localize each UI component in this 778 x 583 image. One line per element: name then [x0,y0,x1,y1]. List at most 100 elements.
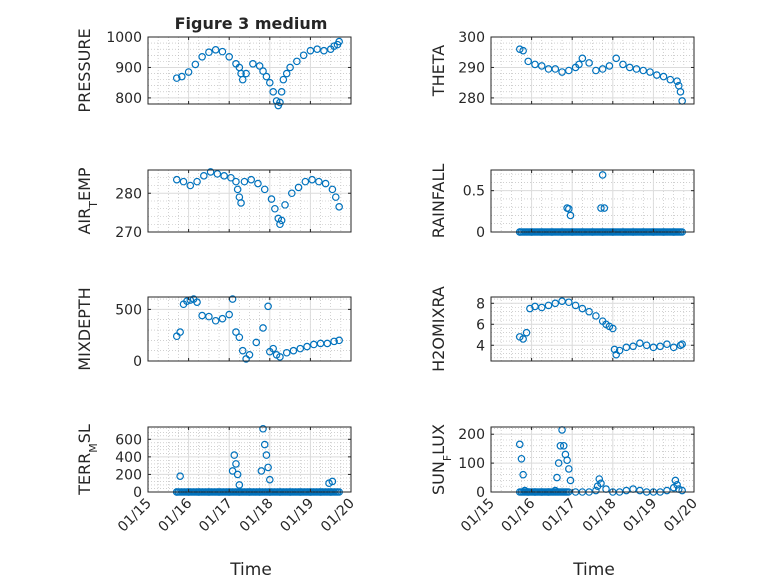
y-tick-label: 280 [458,91,485,107]
data-point [235,481,244,489]
data-point [678,340,686,349]
data-point [566,211,575,220]
data-point [237,199,245,207]
data-point [320,46,328,55]
data-point [205,312,213,321]
data-point [652,71,661,79]
data-point [265,475,274,484]
data-point [531,60,539,69]
data-point [608,324,617,333]
y-tick-label: 200 [115,467,142,483]
x-tick-label: 01/19 [620,496,660,536]
y-tick-label: 900 [115,60,142,76]
data-point [544,301,553,310]
data-point [636,486,644,495]
axes-box [490,36,695,105]
data-point [537,303,546,312]
data-point [669,343,678,352]
data-point [286,63,294,72]
data-point [605,62,614,70]
data-point [225,52,234,61]
data-point [276,353,284,361]
data-point [524,57,533,66]
data-point [172,175,181,184]
y-tick-label: 400 [115,450,142,466]
data-point [556,441,565,450]
axes-box [147,426,352,493]
y-tick-label: 300 [458,30,485,46]
data-point [559,441,568,450]
axes-box [490,426,695,493]
data-point [233,470,242,479]
data-point [622,486,631,495]
data-point [676,341,685,350]
data-point [238,346,247,355]
data-point [659,72,668,81]
y-tick-label: 100 [458,456,485,472]
data-point [554,459,563,467]
data-point [289,346,298,355]
data-point [575,60,583,69]
data-point [517,454,526,463]
data-point [220,172,228,180]
data-point [656,342,664,351]
data-point [551,65,560,73]
x-tick-label: 01/20 [661,496,701,536]
data-point [281,201,289,209]
data-point [193,177,201,186]
data-point [184,68,193,76]
data-point [553,473,561,482]
axes-box [147,296,352,362]
data-point [279,75,288,84]
data-point [636,339,644,347]
x-tick-label: 01/20 [318,496,358,536]
data-point [277,88,286,96]
data-point [519,46,527,55]
x-axis-label-left: Time [229,560,272,580]
data-point [301,177,310,186]
data-point [259,424,267,433]
data-point [615,346,624,355]
data-point [328,185,337,194]
data-point [183,297,191,305]
data-point [315,177,323,186]
data-point [612,54,620,63]
data-point [271,204,279,213]
x-axis-label-right: Time [572,560,615,580]
data-point [228,467,237,475]
y-tick-label: 4 [476,338,485,354]
subplot-rainfall: 0 0.5 RAINFALL [429,164,695,241]
data-point [198,52,206,61]
data-point [287,189,296,198]
data-point [330,337,338,346]
data-point [186,181,195,190]
y-axis-label: AIRTEMP [75,167,100,234]
y-tick-label: 0 [476,225,485,241]
data-point [592,66,600,75]
data-point [269,88,277,96]
data-point [260,185,269,194]
data-point [232,328,240,336]
data-point [299,51,308,60]
data-point [176,472,184,480]
data-point [537,62,546,70]
y-tick-label: 1000 [106,30,142,46]
data-point [233,185,242,194]
data-point [218,47,227,56]
data-point [565,465,573,473]
data-point [211,316,220,325]
data-point [262,72,271,81]
data-point [676,88,685,96]
data-point [282,348,291,357]
y-axis-label: TERRMSL [75,424,100,496]
data-point [303,342,311,351]
data-point [218,314,227,323]
data-point [200,172,208,180]
figure-title: Figure 3 medium [175,14,328,33]
data-point [321,179,330,188]
data-point [257,467,266,475]
axes-box [490,169,695,233]
data-point [260,440,269,449]
